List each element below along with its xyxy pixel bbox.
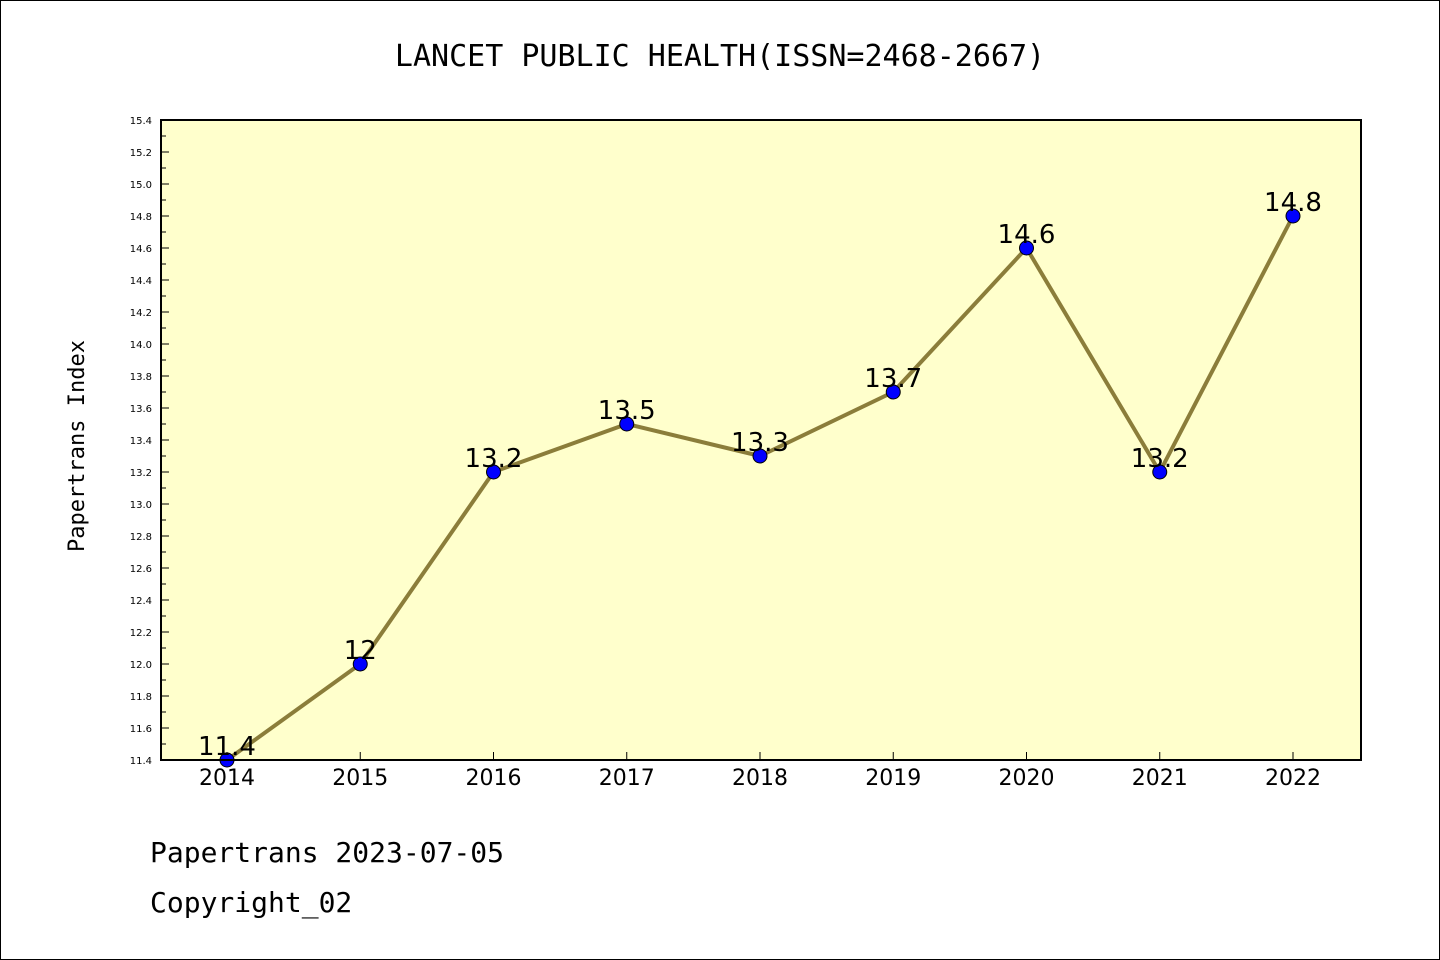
- y-tick-label: 15.4: [130, 116, 152, 127]
- plot-border: [160, 119, 1362, 761]
- y-tick-label: 12.4: [130, 596, 152, 607]
- data-point: [619, 416, 635, 432]
- data-point: [1152, 464, 1168, 480]
- y-tick-label: 15.0: [130, 180, 152, 191]
- data-point: [352, 656, 368, 672]
- x-tick-label: 2022: [1265, 766, 1321, 791]
- data-label: 13.2: [1131, 444, 1189, 474]
- x-tick-label: 2020: [999, 766, 1055, 791]
- x-tick-label: 2019: [865, 766, 921, 791]
- x-tick-label: 2021: [1132, 766, 1188, 791]
- data-point: [752, 448, 768, 464]
- data-label: 13.5: [598, 396, 656, 426]
- y-tick-label: 12.0: [130, 660, 152, 671]
- data-label: 14.6: [998, 220, 1056, 250]
- y-tick-label: 14.6: [130, 244, 152, 255]
- data-label: 11.4: [198, 732, 256, 762]
- data-point: [885, 384, 901, 400]
- data-label: 13.7: [864, 364, 922, 394]
- data-label: 13.2: [465, 444, 523, 474]
- data-point: [1019, 240, 1034, 256]
- x-tick-label: 2016: [466, 766, 522, 791]
- y-tick-label: 11.6: [130, 724, 152, 735]
- y-tick-label: 13.4: [130, 436, 152, 447]
- y-tick-label: 12.2: [130, 628, 152, 639]
- y-tick-label: 13.0: [130, 500, 152, 511]
- y-tick-label: 14.2: [130, 308, 152, 319]
- x-tick-label: 2017: [599, 766, 655, 791]
- y-tick-label: 13.2: [130, 468, 152, 479]
- data-label: 13.3: [731, 428, 789, 458]
- data-label: 14.8: [1264, 188, 1322, 218]
- y-axis-label: Papertrans Index: [65, 340, 90, 552]
- plot-area: [161, 120, 1361, 760]
- footer-copyright: Copyright_02: [150, 886, 353, 919]
- x-axis: 2014 2015 2016 2017 2018 2019 2020 2021 2022: [199, 752, 1321, 791]
- x-tick-label: 2014: [199, 766, 255, 791]
- data-point: [486, 464, 501, 480]
- footer-date: Papertrans 2023-07-05: [150, 836, 505, 869]
- data-label: 12: [344, 636, 377, 666]
- y-tick-label: 14.8: [130, 212, 152, 223]
- data-point: [1285, 208, 1301, 224]
- y-tick-label: 13.6: [130, 404, 152, 415]
- y-tick-label: 14.0: [130, 340, 152, 351]
- y-tick-label: 11.8: [130, 692, 152, 703]
- x-tick-label: 2018: [732, 766, 788, 791]
- y-tick-label: 13.8: [130, 372, 152, 383]
- x-tick-label: 2015: [332, 766, 388, 791]
- y-tick-label: 14.4: [130, 276, 152, 287]
- y-tick-label: 15.2: [130, 148, 152, 159]
- y-tick-label: 12.8: [130, 532, 152, 543]
- chart-title: LANCET PUBLIC HEALTH(ISSN=2468-2667): [395, 39, 1045, 74]
- series-group: 11.4 12 13.2 13.5 13.3 13.7 14.6 13.2 14.8: [198, 188, 1322, 768]
- y-tick-label: 11.4: [130, 756, 152, 767]
- y-tick-label: 12.6: [130, 564, 152, 575]
